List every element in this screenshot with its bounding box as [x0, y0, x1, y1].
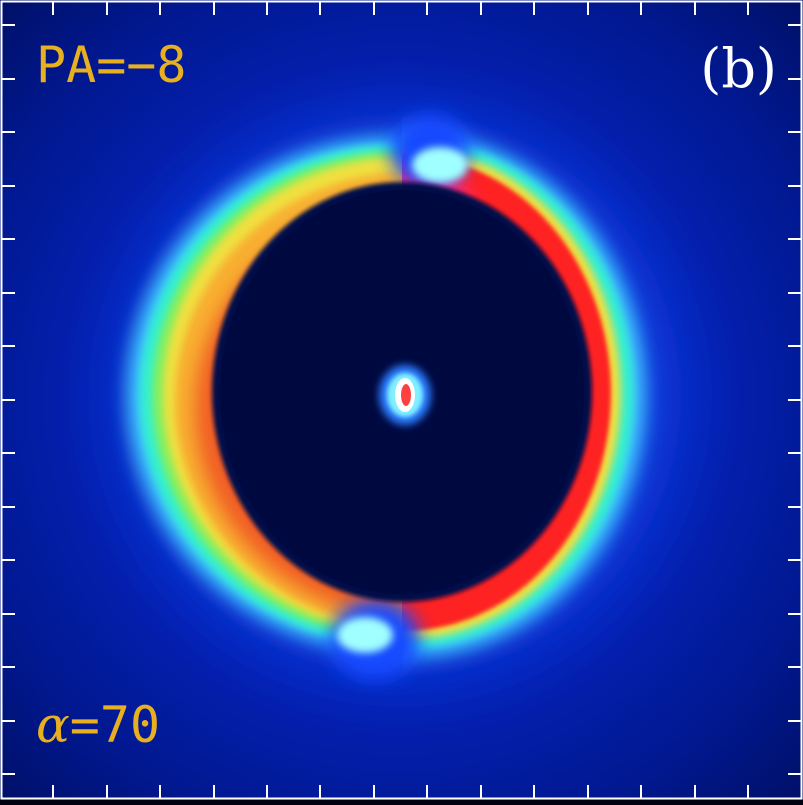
alpha-symbol: α: [36, 696, 70, 754]
alpha-value: =70: [69, 696, 161, 754]
panel-tag-label: (b): [700, 37, 777, 100]
central-star: [379, 365, 431, 425]
gap-lobes: [330, 114, 470, 680]
alpha-label: α=70: [36, 700, 160, 750]
position-angle-label: PA=−8: [36, 36, 187, 94]
